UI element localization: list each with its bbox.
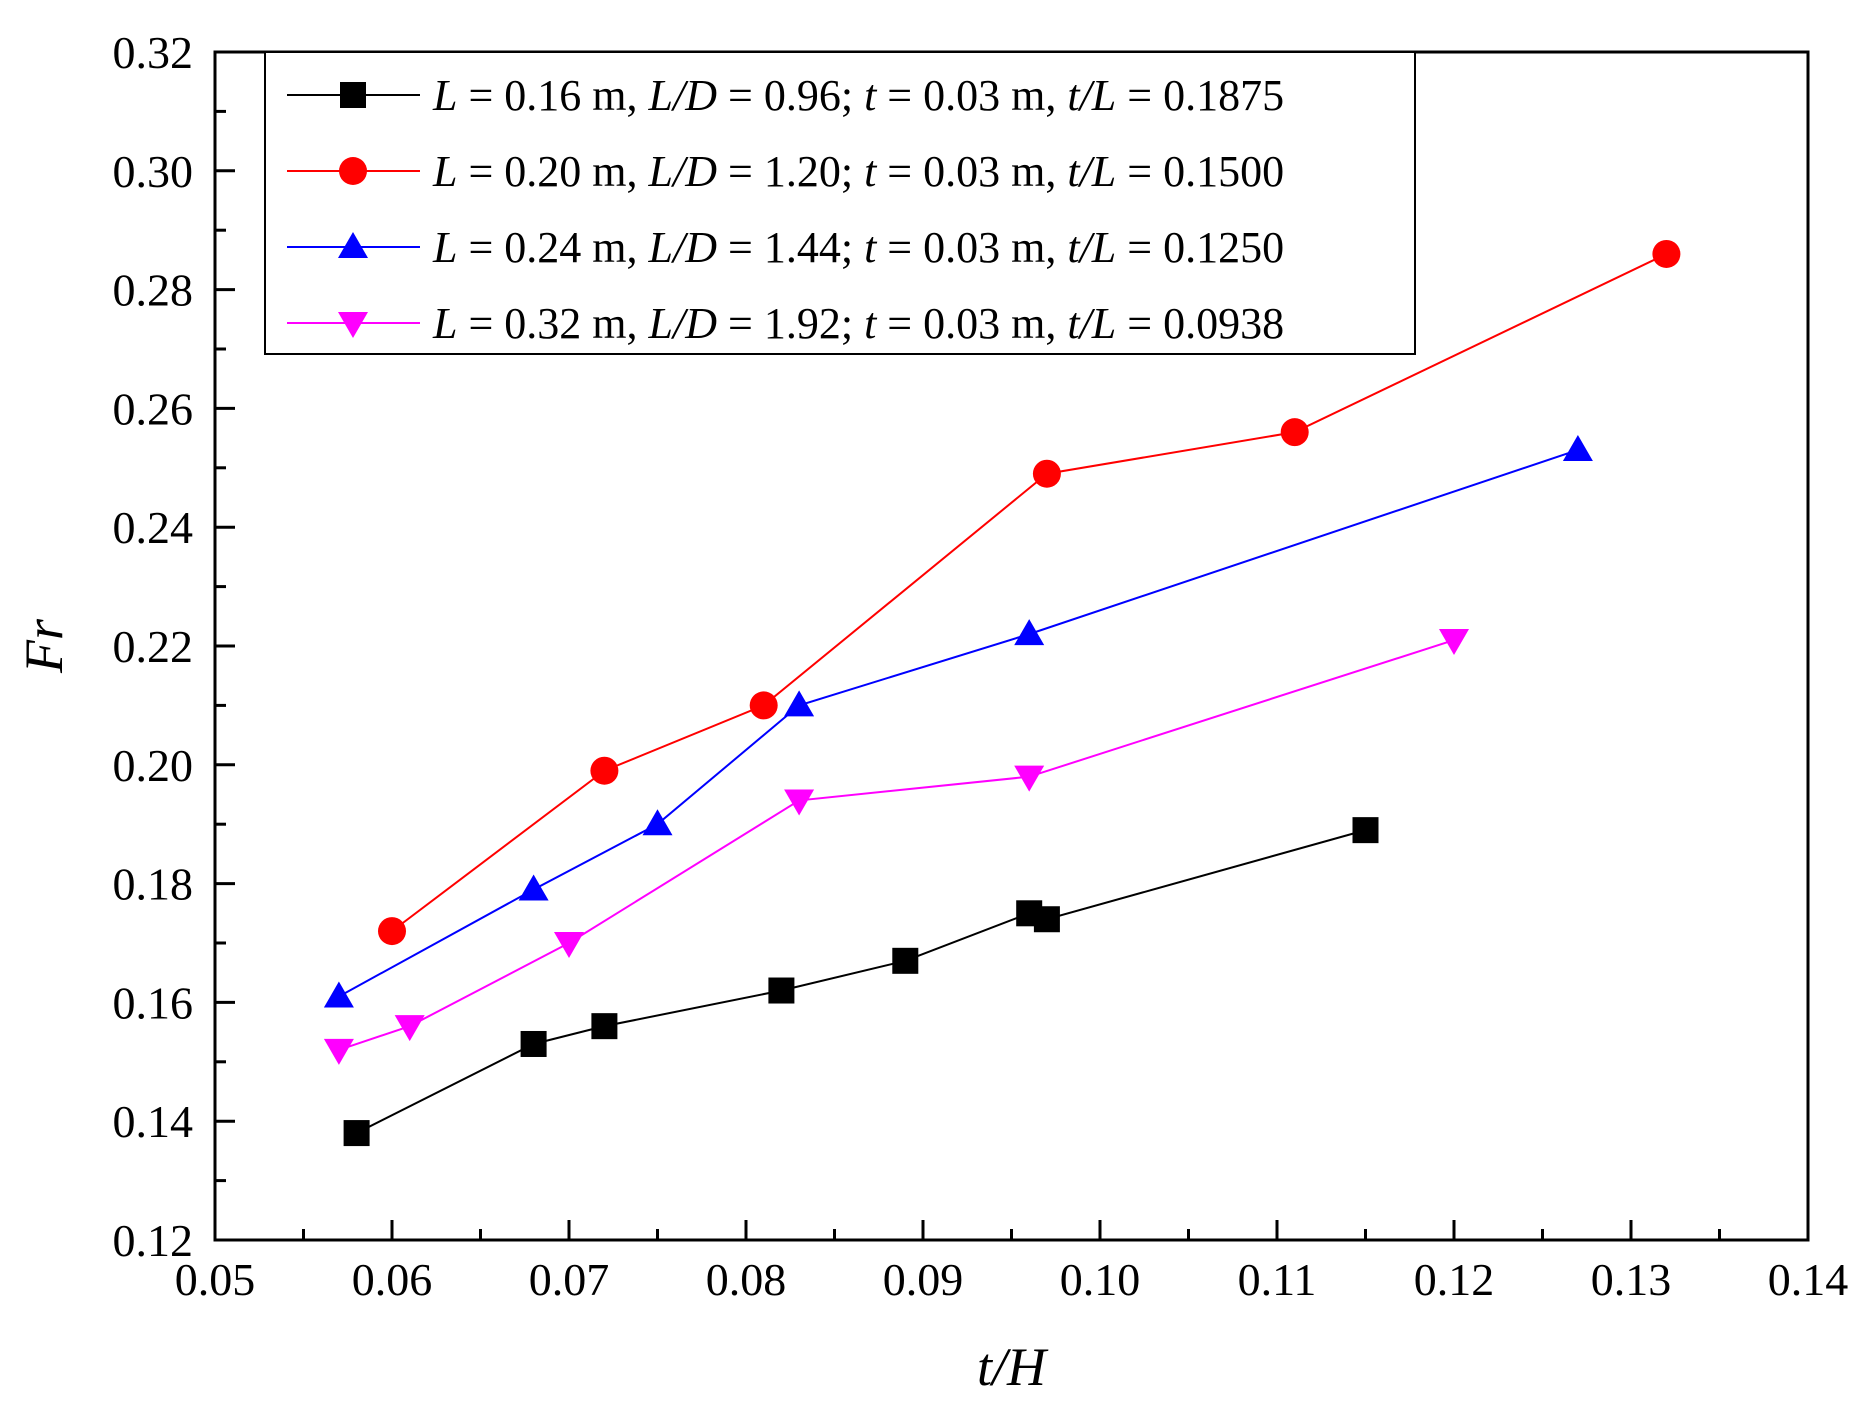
series-4-point	[394, 1015, 425, 1042]
series-1	[343, 817, 1379, 1147]
y-tick-label: 0.28	[113, 265, 194, 316]
series-1-line	[356, 829, 1366, 1134]
legend-label: L = 0.32 m, L/D = 1.92; t = 0.03 m, t/L …	[432, 299, 1284, 348]
legend-marker	[340, 82, 366, 108]
series-2-point	[1032, 459, 1061, 488]
y-tick-label: 0.22	[113, 621, 194, 672]
series-1-point	[591, 1013, 618, 1040]
y-tick-label: 0.32	[113, 27, 194, 78]
series-2	[378, 239, 1681, 946]
series-1-point	[1033, 906, 1060, 933]
legend: L = 0.16 m, L/D = 0.96; t = 0.03 m, t/L …	[264, 51, 1416, 355]
series-4-point	[1014, 765, 1045, 792]
y-tick-label: 0.12	[113, 1215, 194, 1266]
series-3-point	[642, 809, 673, 836]
marks-layer	[323, 239, 1681, 1147]
x-tick-label: 0.13	[1591, 1254, 1672, 1305]
series-4-point	[554, 932, 584, 958]
series-3-point	[1562, 434, 1593, 461]
legend-item: L = 0.16 m, L/D = 0.96; t = 0.03 m, t/L …	[287, 71, 1284, 120]
x-axis-title: t/H	[977, 1337, 1049, 1397]
y-tick-label: 0.18	[113, 859, 194, 910]
series-3-point	[1014, 619, 1045, 646]
series-4-point	[784, 789, 815, 816]
series-4-point	[323, 1038, 354, 1065]
series-3-line	[338, 449, 1579, 998]
legend-label: L = 0.20 m, L/D = 1.20; t = 0.03 m, t/L …	[432, 147, 1284, 196]
series-2-point	[378, 917, 406, 946]
legend-box	[264, 51, 1416, 355]
series-3	[323, 434, 1593, 1008]
legend-label: L = 0.24 m, L/D = 1.44; t = 0.03 m, t/L …	[432, 223, 1284, 272]
series-2-line	[391, 253, 1667, 932]
y-tick-label: 0.14	[113, 1096, 194, 1147]
legend-item: L = 0.32 m, L/D = 1.92; t = 0.03 m, t/L …	[287, 299, 1284, 348]
series-2-point	[749, 691, 778, 720]
legend-marker	[339, 157, 367, 185]
series-3-point	[518, 874, 549, 901]
legend-item: L = 0.24 m, L/D = 1.44; t = 0.03 m, t/L …	[287, 223, 1284, 272]
legend-marker	[338, 232, 368, 258]
series-1-point	[892, 947, 919, 974]
series-1-point	[768, 977, 795, 1004]
series-1-point	[1352, 817, 1379, 844]
legend-label: L = 0.16 m, L/D = 0.96; t = 0.03 m, t/L …	[432, 71, 1284, 120]
series-2-point	[590, 756, 619, 785]
series-4-line	[338, 639, 1455, 1051]
y-tick-label: 0.16	[113, 977, 194, 1028]
series-2-point	[1280, 418, 1309, 447]
x-tick-label: 0.12	[1414, 1254, 1495, 1305]
x-tick-label: 0.09	[883, 1254, 964, 1305]
x-tick-label: 0.10	[1060, 1254, 1141, 1305]
series-3-point	[323, 981, 354, 1008]
series-4-point	[1439, 629, 1469, 656]
y-axis-title: Fr	[14, 618, 74, 674]
x-tick-label: 0.07	[529, 1254, 610, 1305]
legend-marker	[338, 312, 368, 338]
x-tick-label: 0.14	[1768, 1254, 1849, 1305]
y-tick-label: 0.24	[113, 502, 194, 553]
x-tick-label: 0.06	[352, 1254, 433, 1305]
y-tick-label: 0.20	[113, 740, 194, 791]
y-tick-label: 0.30	[113, 146, 194, 197]
series-1-point	[520, 1030, 547, 1057]
x-tick-label: 0.08	[706, 1254, 787, 1305]
series-3-point	[784, 690, 815, 717]
x-tick-label: 0.11	[1238, 1254, 1317, 1305]
legend-item: L = 0.20 m, L/D = 1.20; t = 0.03 m, t/L …	[287, 147, 1284, 196]
series-1-point	[343, 1120, 370, 1147]
y-tick-label: 0.26	[113, 383, 194, 434]
ticks-layer: 0.05 0.06 0.07 0.08 0.09 0.10 0.11 0.12 0.13 0.14…	[113, 27, 1849, 1305]
series-4	[323, 629, 1469, 1065]
x-tick-label: 0.05	[175, 1254, 256, 1305]
series-2-point	[1652, 239, 1681, 268]
